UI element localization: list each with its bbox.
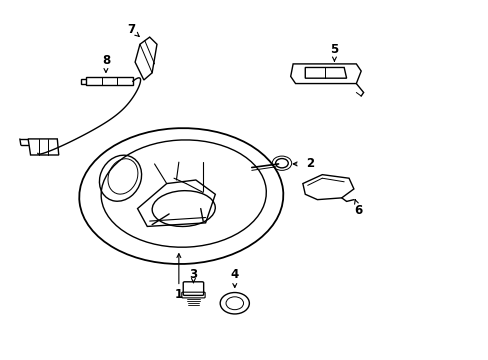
Text: 1: 1 (174, 288, 183, 301)
Text: 4: 4 (230, 268, 239, 281)
Bar (86, 77, 132, 85)
Text: 8: 8 (102, 54, 110, 67)
Text: 7: 7 (127, 23, 136, 36)
Text: 2: 2 (305, 157, 314, 170)
Text: 6: 6 (354, 204, 362, 217)
Text: 3: 3 (189, 268, 197, 281)
Text: 5: 5 (330, 43, 338, 56)
